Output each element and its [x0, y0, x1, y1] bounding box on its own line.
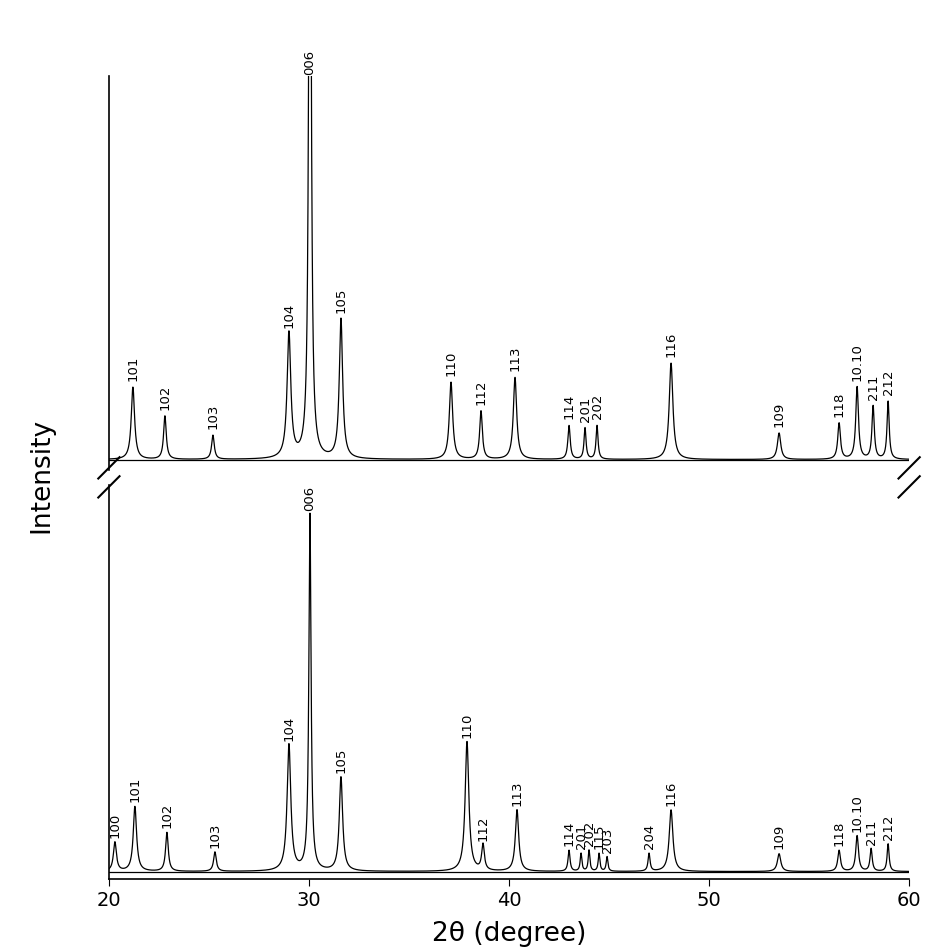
- Text: 211: 211: [867, 374, 880, 400]
- Text: 103: 103: [208, 823, 222, 847]
- Text: 113: 113: [509, 346, 522, 371]
- Text: 201: 201: [575, 824, 587, 849]
- Text: 102: 102: [158, 385, 171, 409]
- Text: 118: 118: [832, 391, 846, 417]
- Text: 101: 101: [129, 777, 141, 803]
- Text: 204: 204: [643, 825, 655, 849]
- Text: 103: 103: [206, 404, 220, 429]
- Text: Intensity: Intensity: [28, 417, 54, 533]
- Text: 110: 110: [460, 712, 474, 737]
- Text: 211: 211: [865, 819, 878, 845]
- Text: 212: 212: [882, 370, 895, 395]
- Text: 114: 114: [563, 394, 576, 420]
- Text: 202: 202: [591, 394, 603, 420]
- Text: 006: 006: [303, 485, 316, 510]
- Text: 104: 104: [282, 303, 295, 328]
- Text: 114: 114: [563, 821, 576, 846]
- Text: 102: 102: [160, 803, 173, 828]
- Text: 10.10: 10.10: [850, 343, 864, 381]
- Text: 116: 116: [665, 332, 677, 357]
- Text: 110: 110: [444, 351, 457, 376]
- Text: 101: 101: [126, 355, 139, 381]
- Text: 203: 203: [600, 827, 614, 853]
- Text: 212: 212: [882, 814, 895, 840]
- Text: 105: 105: [334, 748, 348, 773]
- Text: 100: 100: [108, 813, 121, 838]
- Text: 118: 118: [832, 821, 846, 846]
- Text: 113: 113: [510, 780, 524, 806]
- Text: 116: 116: [665, 780, 677, 806]
- Text: 202: 202: [582, 821, 596, 846]
- Text: 109: 109: [773, 825, 786, 849]
- Text: 112: 112: [474, 379, 488, 405]
- Text: 115: 115: [593, 824, 605, 849]
- Text: 104: 104: [282, 715, 295, 741]
- Text: 109: 109: [773, 402, 786, 427]
- Text: 006: 006: [303, 49, 316, 75]
- Text: 201: 201: [579, 396, 592, 422]
- Text: 10.10: 10.10: [850, 794, 864, 831]
- X-axis label: 2θ (degree): 2θ (degree): [432, 921, 586, 946]
- Text: 105: 105: [334, 288, 348, 314]
- Text: 112: 112: [476, 816, 490, 842]
